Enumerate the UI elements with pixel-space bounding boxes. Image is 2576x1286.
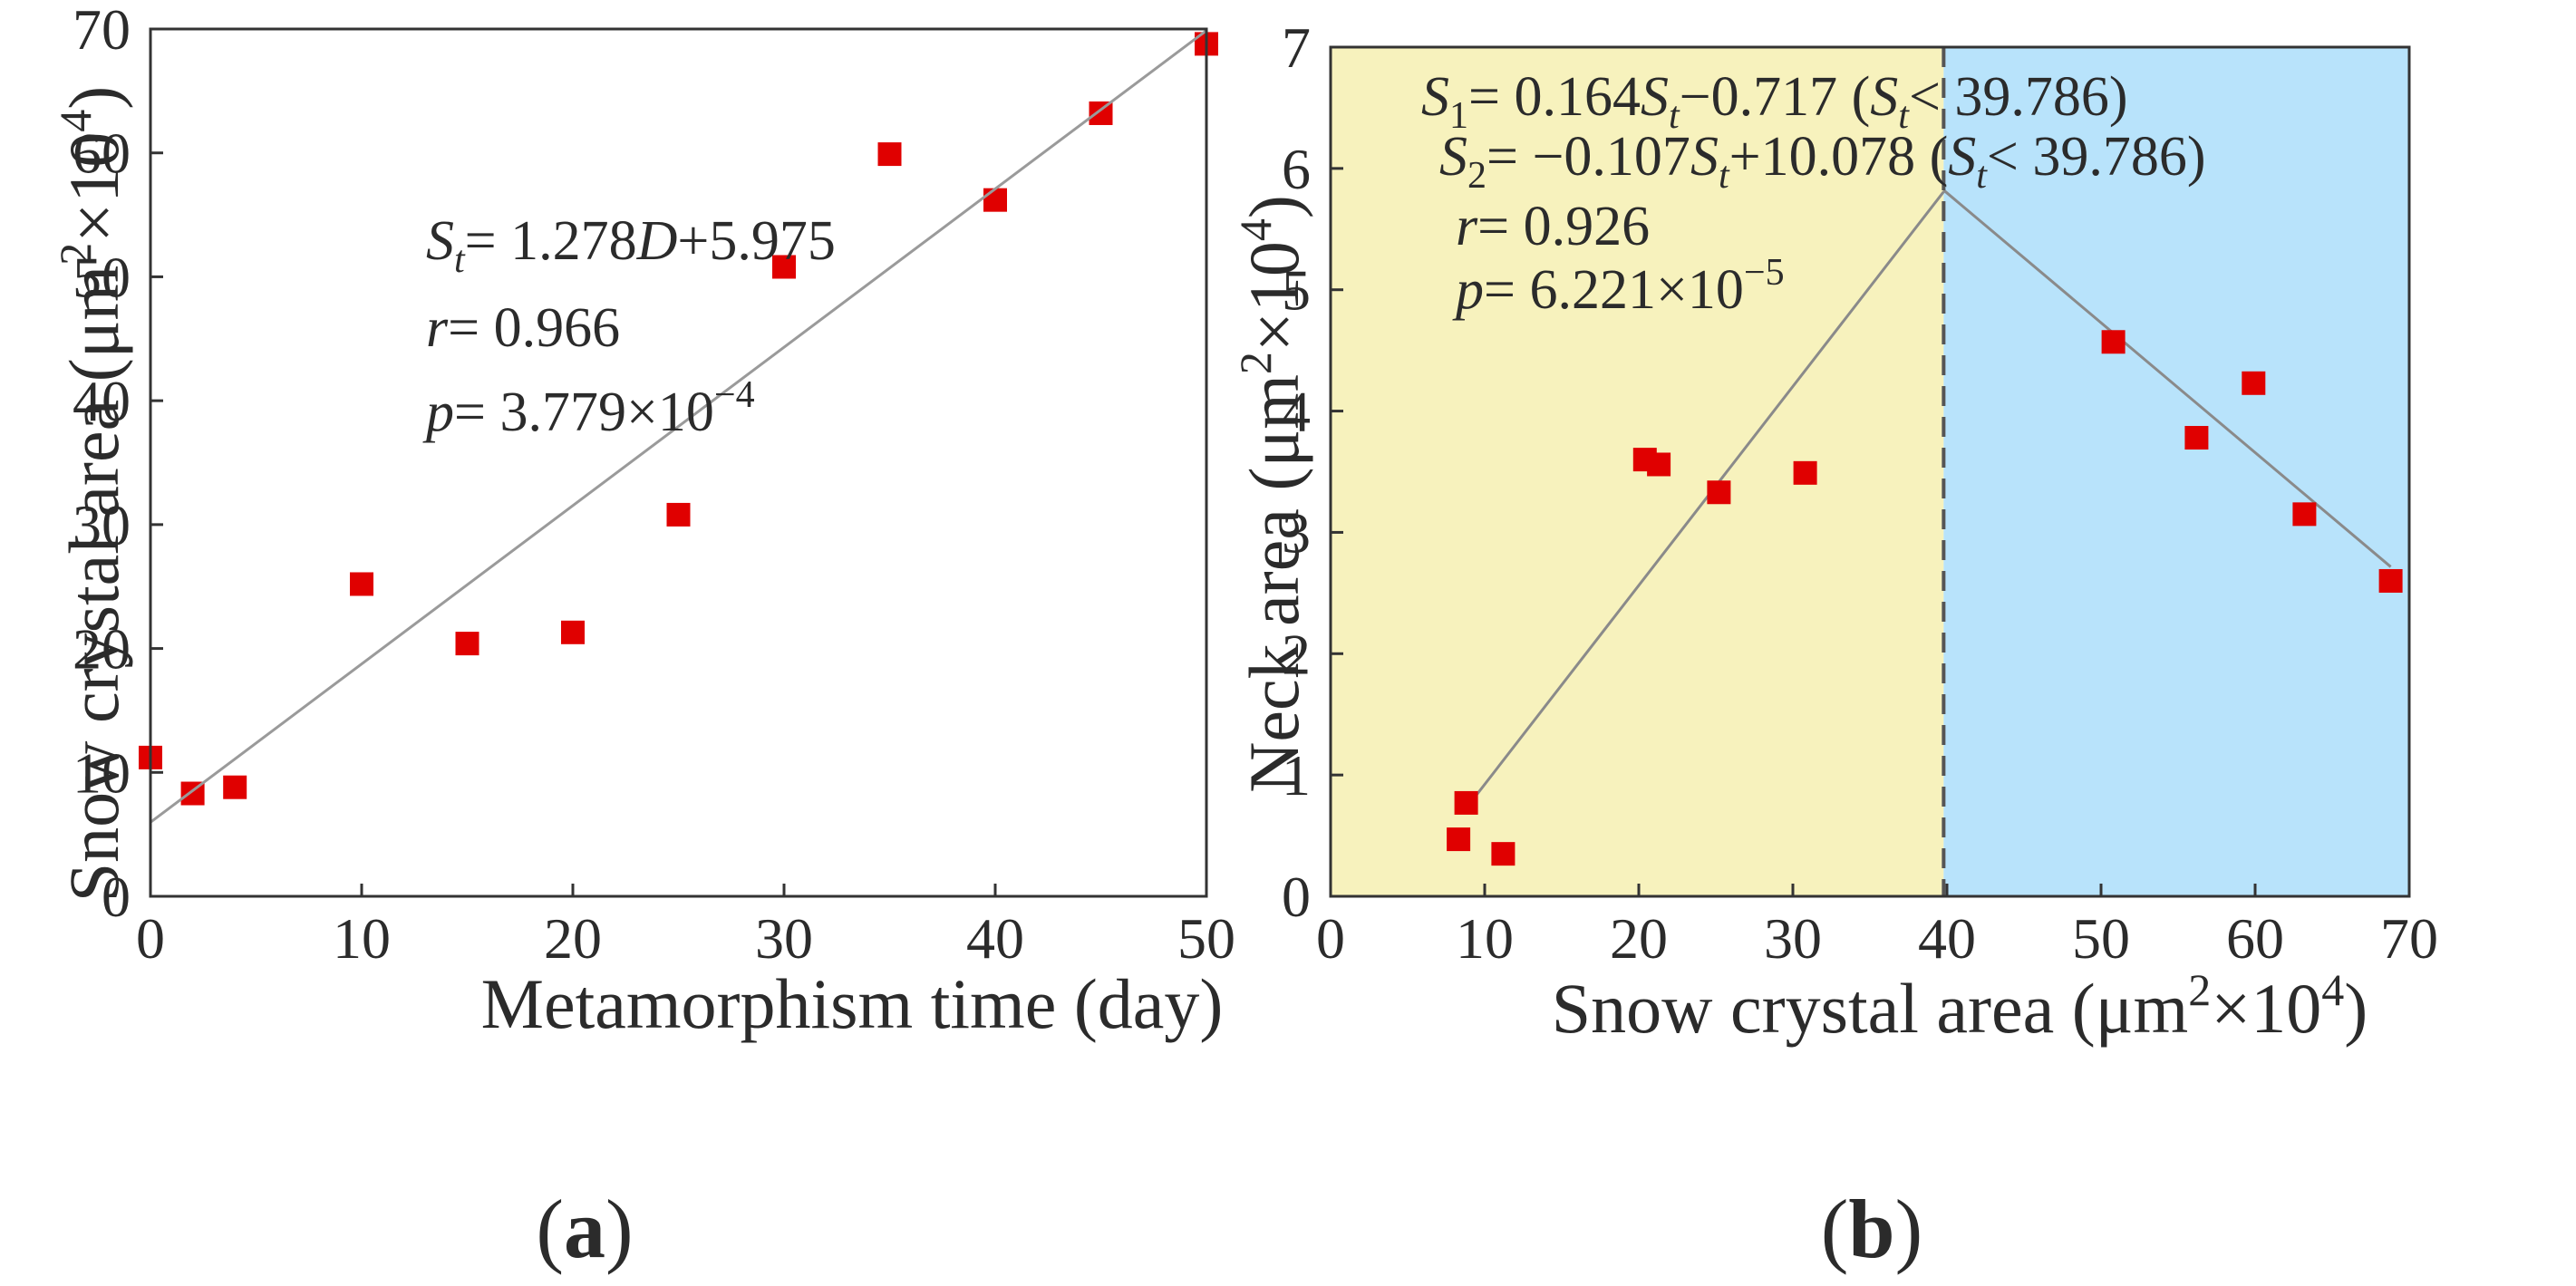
- chart-b-point-8: [2184, 426, 2209, 450]
- chart-a-x-tick-labels: 0 10 20 30 40 50: [136, 906, 1235, 971]
- chart-a-y-tick-label-2: 20: [73, 617, 131, 682]
- chart-a-point-9: [983, 188, 1007, 212]
- chart-b: 0 10 20 30 40 50 60 70 0 1 2 3 4 5 6 7 S1= 0.164St−0.7…: [1230, 15, 2438, 1275]
- chart-a-x-tick-label-5: 50: [1177, 906, 1235, 971]
- chart-a-equation: St= 1.278D+5.975: [426, 210, 836, 281]
- chart-b-y-tick-label-4: 4: [1282, 380, 1311, 444]
- chart-a-frame: [149, 27, 1208, 898]
- chart-b-point-1: [1454, 790, 1478, 815]
- panel-label-a: (a): [536, 1183, 633, 1275]
- chart-a-x-tick-label-2: 20: [544, 906, 602, 971]
- chart-b-x-axis-label: Snow crystal area (μm2×104): [1552, 964, 2368, 1048]
- chart-a-point-3: [350, 572, 373, 596]
- panel-label-b: (b): [1821, 1183, 1922, 1275]
- chart-a-y-tick-label-0: 0: [102, 865, 131, 929]
- chart-a-x-tick-label-4: 40: [966, 906, 1024, 971]
- chart-b-points: [1447, 330, 2403, 866]
- chart-b-frame: [1329, 45, 2411, 898]
- chart-b-region-1: [1943, 47, 2409, 896]
- chart-b-x-tick-label-3: 30: [1764, 906, 1822, 971]
- chart-b-y-tick-label-6: 6: [1282, 137, 1311, 201]
- chart-a-point-7: [772, 255, 796, 279]
- chart-b-point-0: [1447, 827, 1471, 852]
- chart-a-x-tick-label-0: 0: [136, 906, 165, 971]
- chart-b-r-value: r= 0.926: [1456, 196, 1650, 257]
- chart-a-point-6: [666, 502, 691, 527]
- chart-a-y-tick-label-5: 50: [73, 245, 131, 309]
- chart-a-y-tick-label-1: 10: [73, 740, 131, 805]
- chart-b-point-7: [2101, 330, 2126, 354]
- chart-a-fit-lines: [150, 29, 1207, 824]
- chart-b-equation-2: S2= −0.107St+10.078 (St< 39.786): [1439, 126, 2206, 197]
- chart-a-y-axis-label: Snow crystal area (μm2×104): [50, 86, 133, 902]
- chart-b-x-tick-label-6: 60: [2226, 906, 2284, 971]
- chart-b-y-tick-label-7: 7: [1282, 15, 1311, 80]
- chart-a-x-tick-label-3: 30: [755, 906, 813, 971]
- chart-b-point-10: [2292, 502, 2317, 527]
- chart-b-region-0: [1331, 47, 1944, 896]
- chart-a-x-tick-label-1: 10: [333, 906, 391, 971]
- chart-b-x-tick-label-7: 70: [2380, 906, 2438, 971]
- chart-a-r-value: r= 0.966: [426, 297, 620, 359]
- chart-a-point-2: [223, 775, 247, 799]
- chart-b-x-tick-label-4: 40: [1918, 906, 1976, 971]
- chart-b-point-11: [2378, 568, 2403, 593]
- chart-a-y-tick-label-7: 70: [73, 0, 131, 62]
- chart-b-equation-1: S1= 0.164St−0.717 (St< 39.786): [1421, 66, 2128, 137]
- chart-a: 0 10 20 30 40 50 0 10 20 30 40 50 60 70 St= 1.278D+5…: [50, 0, 1235, 1275]
- chart-a-fit-line-0: [150, 29, 1207, 824]
- chart-a-point-8: [877, 142, 902, 167]
- chart-b-axes: [1329, 45, 2411, 898]
- chart-a-y-tick-label-6: 60: [73, 121, 131, 186]
- chart-b-y-tick-label-5: 5: [1282, 258, 1311, 323]
- chart-a-p-value: p= 3.779×10−4: [422, 374, 755, 443]
- chart-b-p-value: p= 6.221×10−5: [1452, 252, 1785, 321]
- chart-b-point-4: [1647, 452, 1671, 477]
- chart-a-axes: [149, 27, 1208, 898]
- chart-b-y-tick-labels: 0 1 2 3 4 5 6 7: [1282, 15, 1311, 929]
- chart-b-x-tick-labels: 0 10 20 30 40 50 60 70: [1316, 906, 2438, 971]
- chart-a-y-tick-labels: 0 10 20 30 40 50 60 70: [73, 0, 131, 929]
- chart-b-y-tick-label-0: 0: [1282, 865, 1311, 929]
- chart-b-regions: [1331, 47, 2409, 896]
- chart-b-point-5: [1707, 480, 1731, 505]
- chart-b-y-tick-label-2: 2: [1282, 622, 1311, 686]
- chart-a-point-5: [561, 620, 585, 644]
- chart-b-y-tick-label-3: 3: [1282, 500, 1311, 565]
- chart-b-x-tick-label-5: 50: [2072, 906, 2130, 971]
- chart-b-x-tick-label-2: 20: [1610, 906, 1668, 971]
- chart-b-point-9: [2242, 371, 2266, 395]
- chart-a-point-4: [455, 632, 479, 656]
- chart-a-y-tick-label-3: 30: [73, 493, 131, 557]
- chart-b-x-tick-label-1: 10: [1456, 906, 1514, 971]
- chart-b-y-axis-label: Neck area (μm2×104): [1230, 195, 1313, 793]
- chart-b-fit-line-0: [1465, 190, 1945, 809]
- chart-b-point-6: [1793, 460, 1817, 485]
- chart-b-x-tick-label-0: 0: [1316, 906, 1345, 971]
- chart-b-y-tick-label-1: 1: [1282, 743, 1311, 807]
- chart-a-x-axis-label: Metamorphism time (day): [481, 964, 1224, 1043]
- chart-a-y-tick-label-4: 40: [73, 369, 131, 433]
- chart-b-point-2: [1491, 842, 1516, 866]
